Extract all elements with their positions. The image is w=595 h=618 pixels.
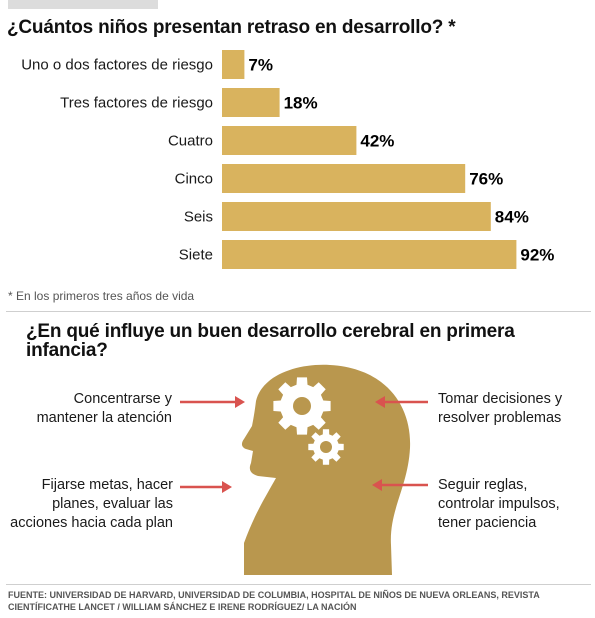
label-line: Fijarse metas, hacer [41,477,173,493]
category-label: Tres factores de riesgo [60,95,213,112]
bar [222,240,517,269]
label-line: controlar impulsos, [438,496,560,512]
arrow-left-icon [375,396,428,408]
source-credit: FUENTE: UNIVERSIDAD DE HARVARD, UNIVERSI… [8,590,540,612]
data-label: 92% [520,246,554,265]
category-label: Uno o dos factores de riesgo [21,57,213,74]
label-line: Tomar decisiones y [438,391,563,407]
label-line: acciones hacia cada plan [10,515,173,531]
category-label: Siete [179,247,213,264]
section-title: ¿En qué influye un buen desarrollo cereb… [26,321,515,361]
label-line: resolver problemas [438,410,562,426]
label-line: Concentrarse y [73,391,172,407]
category-label: Cuatro [168,133,213,150]
bar [222,88,280,117]
category-label: Seis [184,209,213,226]
footer-divider [6,584,591,585]
section-divider [6,311,591,312]
label-seguir-reglas: Seguir reglas, controlar impulsos, tener… [438,476,560,533]
arrow-right-icon [180,396,245,408]
label-line: tener paciencia [438,515,537,531]
label-tomar-decisiones: Tomar decisiones y resolver problemas [438,390,562,428]
label-concentrarse: Concentrarse y mantener la atención [20,390,172,428]
bar-chart: Uno o dos factores de riesgo 7% Tres facto… [21,50,554,269]
arrow-right-icon [180,481,232,493]
chart-title: ¿Cuántos niños presentan retraso en desa… [7,17,456,38]
bar [222,126,357,155]
footnote: * En los primeros tres años de vida [8,289,195,303]
gear-hole [320,441,332,453]
bar [222,50,245,79]
data-label: 7% [248,56,273,75]
category-label: Cinco [175,171,213,188]
bar [222,202,491,231]
bar [222,164,466,193]
data-label: 18% [284,94,318,113]
data-label: 42% [360,132,394,151]
data-label: 84% [495,208,529,227]
label-line: mantener la atención [36,410,172,426]
data-label: 76% [469,170,503,189]
top-decorative-bar [8,0,158,9]
label-fijarse-metas: Fijarse metas, hacer planes, evaluar las… [8,476,173,533]
arrow-left-icon [372,479,428,491]
label-line: planes, evaluar las [52,496,173,512]
label-line: Seguir reglas, [438,477,528,493]
gear-hole [293,397,311,415]
